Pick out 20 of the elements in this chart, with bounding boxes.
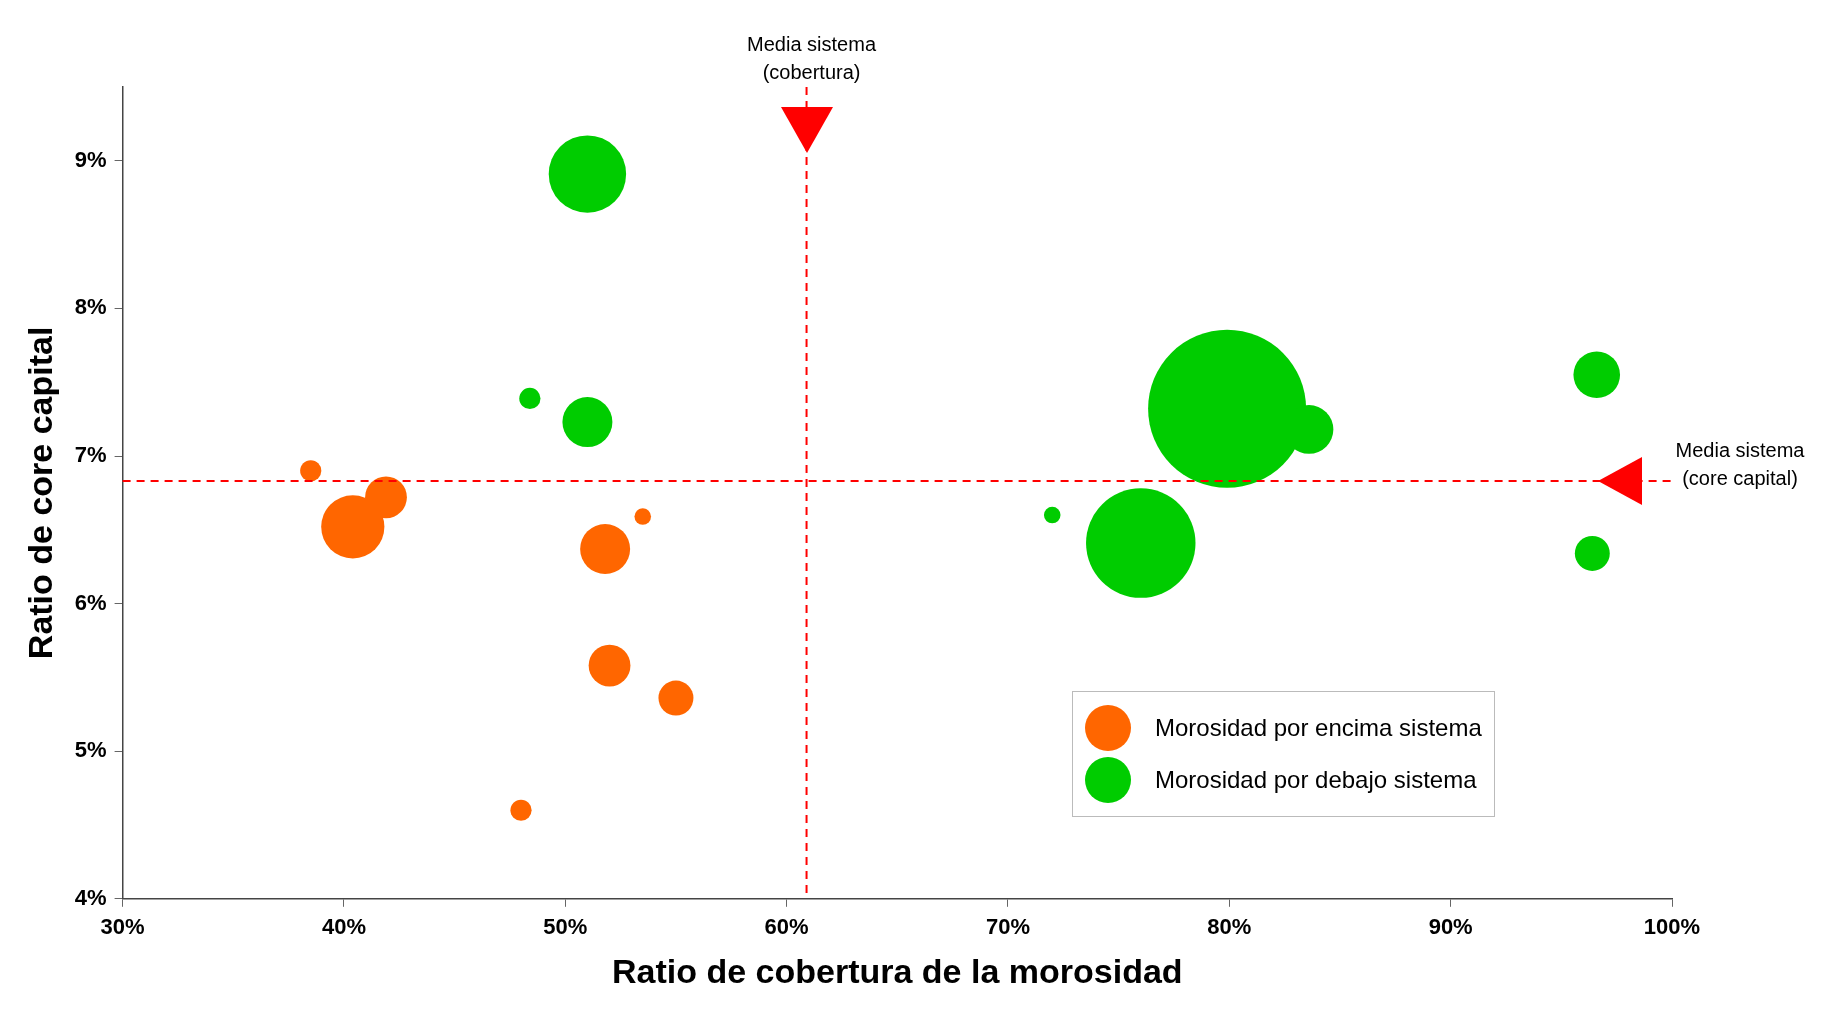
- y-tick-label: 9%: [74, 146, 107, 172]
- ref-line-label: Media sistema (core capital): [1675, 438, 1806, 489]
- legend-label: Morosidad por debajo sistema: [1155, 765, 1477, 794]
- y-tick-label: 5%: [74, 737, 107, 763]
- y-tick-label: 4%: [74, 884, 107, 910]
- x-tick-label: 90%: [1428, 914, 1473, 940]
- legend-label: Morosidad por encima sistema: [1155, 713, 1482, 742]
- y-tick-label: 7%: [74, 442, 107, 468]
- x-axis-title: Ratio de cobertura de la morosidad: [612, 951, 1183, 990]
- x-tick-label: 50%: [543, 914, 588, 940]
- x-tick-label: 70%: [985, 914, 1030, 940]
- x-tick-label: 100%: [1643, 914, 1701, 940]
- x-tick-label: 30%: [100, 914, 145, 940]
- x-tick-label: 80%: [1207, 914, 1252, 940]
- x-tick-label: 40%: [321, 914, 366, 940]
- y-axis-title: Ratio de core capital: [20, 326, 59, 660]
- y-tick-label: 6%: [74, 589, 107, 615]
- x-tick-label: 60%: [764, 914, 809, 940]
- ref-line-label: Media sistema (cobertura): [747, 32, 877, 83]
- y-tick-label: 8%: [74, 294, 107, 320]
